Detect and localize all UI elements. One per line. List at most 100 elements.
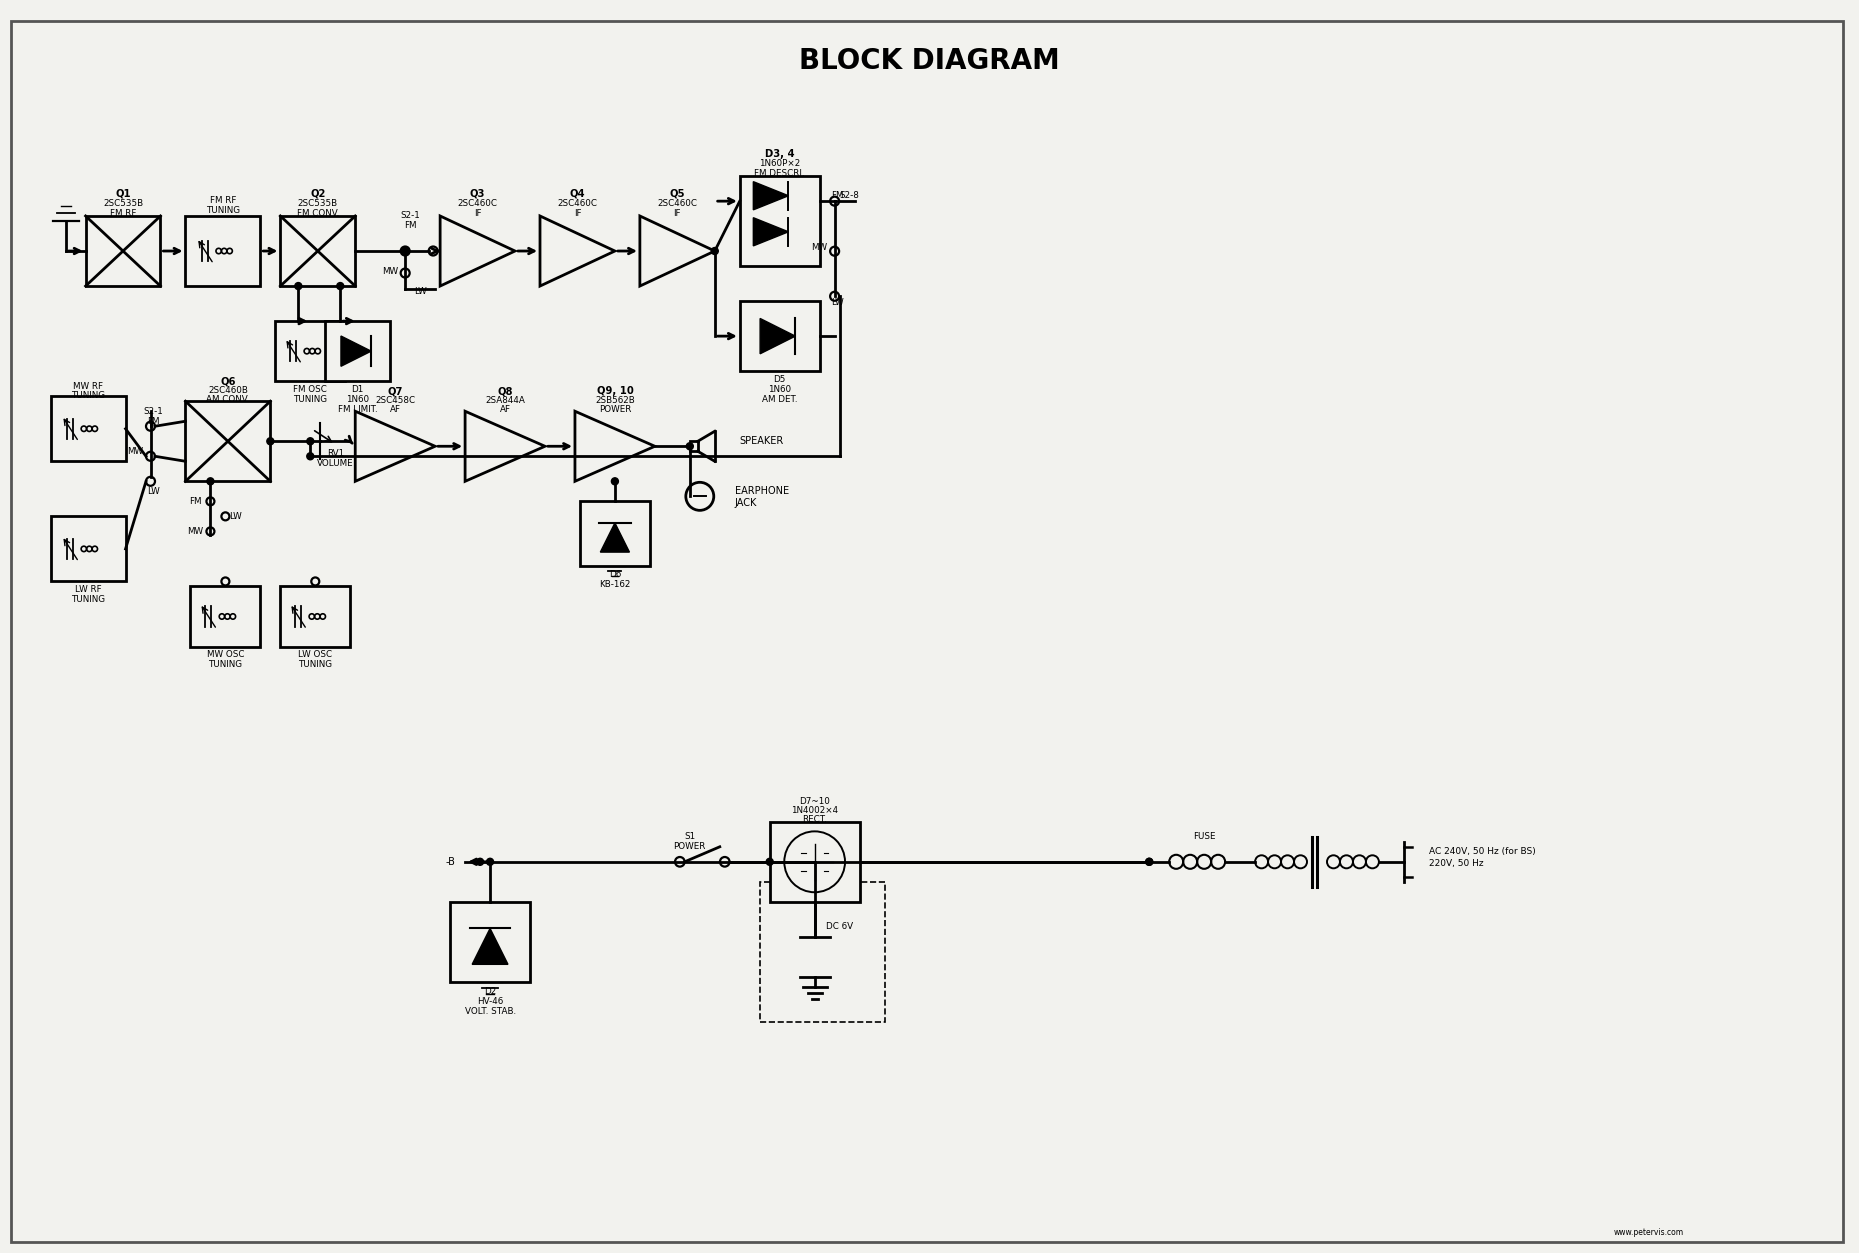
Text: 2SC460B: 2SC460B — [208, 386, 247, 395]
Text: FM: FM — [403, 222, 416, 231]
Polygon shape — [639, 216, 714, 286]
Polygon shape — [441, 216, 515, 286]
Circle shape — [487, 858, 493, 866]
Text: MW RF: MW RF — [73, 382, 102, 391]
Circle shape — [476, 858, 483, 866]
Text: AM DET.: AM DET. — [762, 395, 798, 403]
Bar — [50, 396, 126, 461]
Circle shape — [612, 477, 619, 485]
Circle shape — [766, 858, 773, 866]
Text: Q5: Q5 — [669, 189, 686, 199]
Text: TUNING: TUNING — [208, 660, 242, 669]
Bar — [281, 216, 355, 286]
Text: HV-46: HV-46 — [478, 997, 504, 1006]
Text: LW: LW — [229, 512, 242, 521]
Text: FM: FM — [190, 497, 201, 506]
Text: FM: FM — [831, 190, 844, 199]
Bar — [186, 216, 260, 286]
Text: FM: FM — [147, 417, 160, 426]
Polygon shape — [340, 336, 372, 366]
Text: FUSE: FUSE — [1193, 832, 1216, 841]
Circle shape — [402, 248, 409, 254]
Text: MW OSC: MW OSC — [206, 650, 244, 659]
Text: D7~10: D7~10 — [799, 797, 831, 806]
Text: D6: D6 — [608, 570, 621, 579]
Text: D3, 4: D3, 4 — [764, 149, 794, 159]
Text: Q6: Q6 — [219, 376, 236, 386]
Text: 2SB562B: 2SB562B — [595, 396, 634, 405]
Circle shape — [268, 437, 273, 445]
Text: FM RF: FM RF — [110, 209, 136, 218]
Bar — [190, 586, 260, 647]
Text: BLOCK DIAGRAM: BLOCK DIAGRAM — [799, 46, 1060, 75]
Polygon shape — [753, 218, 788, 246]
Text: AM CONV.: AM CONV. — [206, 395, 249, 403]
Text: TUNING: TUNING — [297, 660, 333, 669]
Text: TUNING: TUNING — [71, 595, 106, 604]
Bar — [186, 401, 270, 481]
Text: VOLT. STAB.: VOLT. STAB. — [465, 1007, 515, 1016]
Text: LW: LW — [415, 287, 426, 296]
Text: MW: MW — [188, 526, 203, 536]
Text: D2: D2 — [483, 987, 496, 996]
Text: -B: -B — [444, 857, 455, 867]
Text: Q8: Q8 — [498, 386, 513, 396]
Bar — [86, 216, 160, 286]
Text: IF: IF — [574, 209, 582, 218]
Text: 1N4002×4: 1N4002×4 — [792, 806, 838, 816]
Text: MW: MW — [812, 243, 827, 252]
Circle shape — [686, 442, 693, 450]
Bar — [740, 301, 820, 371]
Text: 2SA844A: 2SA844A — [485, 396, 524, 405]
Circle shape — [1145, 858, 1153, 866]
Text: VOLUME: VOLUME — [316, 459, 353, 467]
Text: TUNING: TUNING — [71, 391, 106, 400]
Text: Q2: Q2 — [310, 189, 325, 199]
Bar — [450, 902, 530, 982]
Text: JACK: JACK — [734, 499, 757, 509]
Text: 2SC535B: 2SC535B — [297, 199, 338, 208]
Polygon shape — [600, 523, 630, 553]
Circle shape — [296, 283, 301, 289]
Text: POWER: POWER — [599, 405, 630, 413]
Text: S1: S1 — [684, 832, 695, 841]
Text: LW: LW — [831, 298, 844, 307]
Text: S2-1: S2-1 — [400, 212, 420, 221]
Text: 2SC460C: 2SC460C — [658, 199, 697, 208]
Circle shape — [307, 437, 314, 445]
Bar — [50, 516, 126, 581]
Polygon shape — [355, 411, 435, 481]
Circle shape — [1145, 858, 1153, 866]
Text: FM OSC: FM OSC — [294, 385, 327, 393]
Bar — [760, 882, 885, 1022]
Text: www.petervis.com: www.petervis.com — [1614, 1228, 1684, 1237]
Text: RECT.: RECT. — [803, 816, 827, 824]
Bar — [580, 501, 651, 566]
Text: S2-8: S2-8 — [840, 190, 859, 199]
Polygon shape — [753, 182, 788, 209]
Text: FM LIMIT.: FM LIMIT. — [338, 405, 377, 413]
Text: POWER: POWER — [673, 842, 706, 851]
Text: 1N60P×2: 1N60P×2 — [758, 159, 801, 168]
Text: 2SC535B: 2SC535B — [102, 199, 143, 208]
Text: D1: D1 — [351, 385, 364, 393]
Bar — [325, 321, 390, 381]
Text: FM DESCRI.: FM DESCRI. — [755, 169, 805, 178]
Text: AC 240V, 50 Hz (for BS): AC 240V, 50 Hz (for BS) — [1430, 847, 1536, 856]
Text: 1N60: 1N60 — [768, 385, 792, 393]
Text: Q9, 10: Q9, 10 — [597, 386, 634, 396]
Text: Q7: Q7 — [387, 386, 403, 396]
Polygon shape — [574, 411, 654, 481]
Text: Q4: Q4 — [569, 189, 586, 199]
Text: SPEAKER: SPEAKER — [740, 436, 784, 446]
Text: Q3: Q3 — [470, 189, 485, 199]
Circle shape — [712, 248, 718, 254]
Text: LW: LW — [147, 487, 160, 496]
Text: S2-1: S2-1 — [143, 407, 164, 416]
Polygon shape — [465, 411, 545, 481]
Circle shape — [307, 452, 314, 460]
Text: IF: IF — [474, 209, 481, 218]
Polygon shape — [472, 928, 508, 965]
Text: IF: IF — [673, 209, 680, 218]
Text: Q1: Q1 — [115, 189, 130, 199]
